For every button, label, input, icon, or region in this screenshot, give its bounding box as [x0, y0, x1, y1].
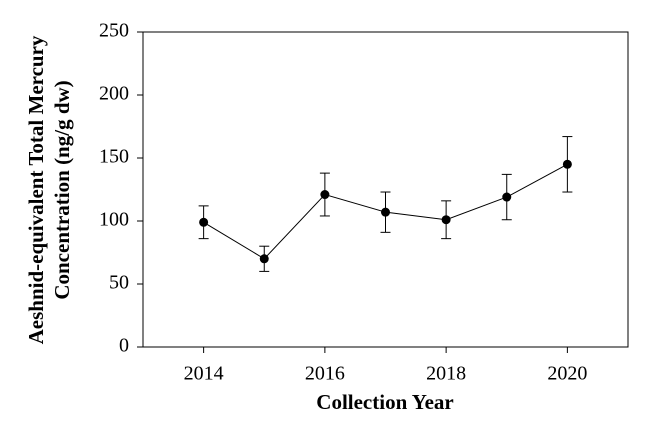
y-tick-label: 150 — [99, 146, 129, 168]
data-point — [441, 215, 451, 225]
data-point — [502, 192, 512, 202]
x-tick-label: 2016 — [305, 363, 345, 385]
data-point — [562, 159, 572, 169]
x-axis-label: Collection Year — [316, 390, 453, 414]
x-tick-label: 2018 — [426, 363, 466, 385]
y-tick-label: 250 — [99, 20, 129, 42]
y-tick-label: 100 — [99, 209, 129, 231]
y-axis-label: Aeshnid-equivalent Total Mercury — [24, 35, 48, 344]
data-point — [320, 190, 330, 200]
y-tick-label: 50 — [109, 272, 129, 294]
plot-frame — [142, 31, 629, 348]
x-tick-label: 2020 — [547, 363, 587, 385]
data-point — [199, 217, 209, 227]
data-point — [259, 254, 269, 264]
x-tick-label: 2014 — [184, 363, 224, 385]
data-point — [381, 207, 390, 217]
y-axis-label: Concentration (ng/g dw) — [50, 80, 74, 299]
y-tick-label: 0 — [119, 335, 129, 357]
y-tick-label: 200 — [99, 83, 129, 105]
